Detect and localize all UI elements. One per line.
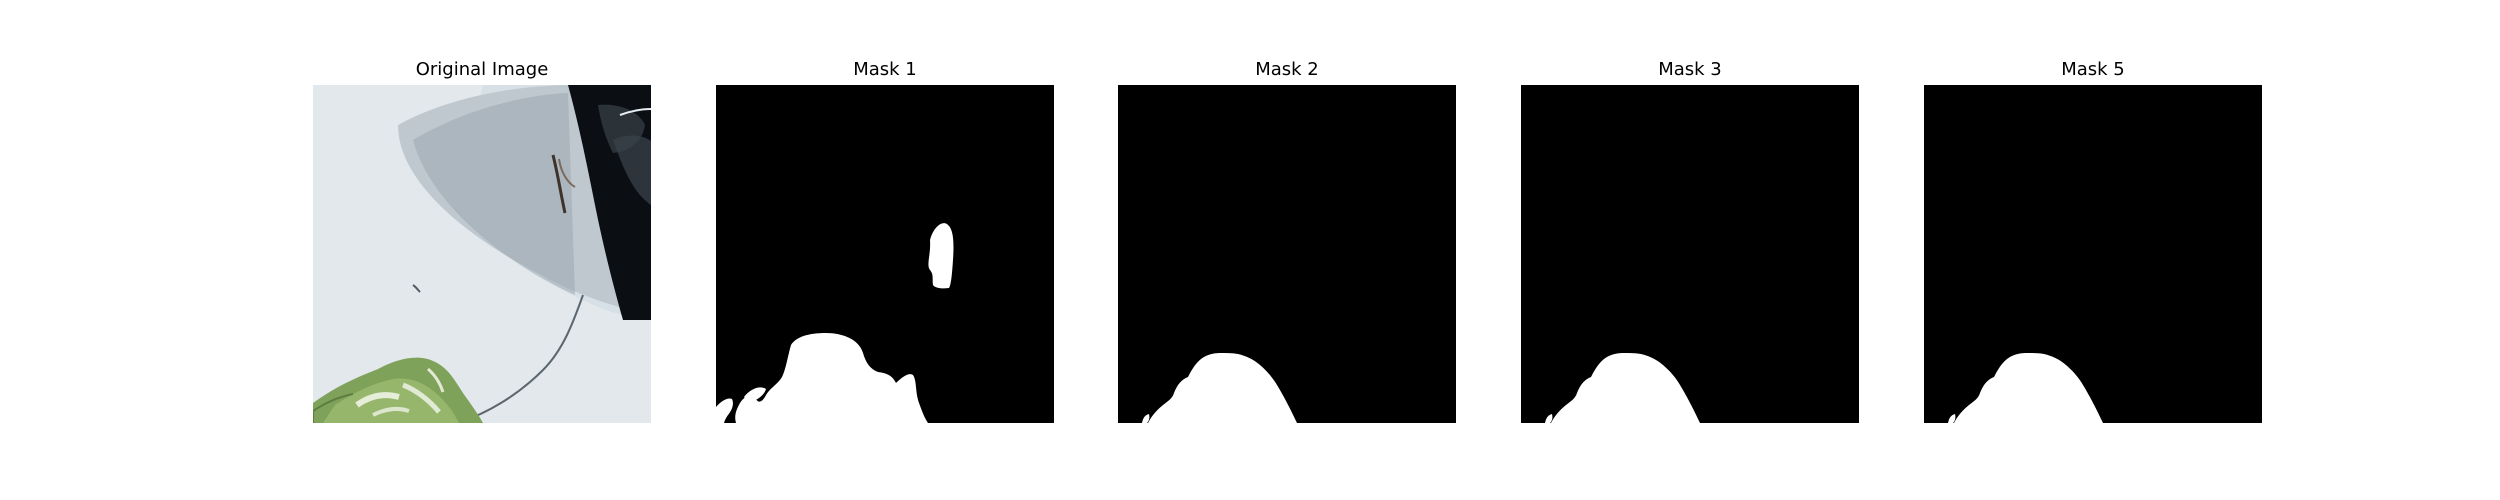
panel-original-image: Original Image [313, 58, 651, 428]
panel-mask-5: Mask 5 [1924, 58, 2262, 428]
mask-2-svg [1118, 85, 1456, 423]
panel-mask-2: Mask 2 [1118, 58, 1456, 428]
mask-image [1924, 85, 2262, 423]
mask-3-svg [1521, 85, 1859, 423]
panel-title: Mask 1 [853, 59, 917, 80]
original-photo-svg [313, 85, 651, 423]
mask-1-svg [716, 85, 1054, 423]
mask-image [1118, 85, 1456, 423]
panel-mask-3: Mask 3 [1521, 58, 1859, 428]
panel-title: Mask 5 [2061, 59, 2125, 80]
mask-image [716, 85, 1054, 423]
panel-title: Mask 2 [1255, 59, 1319, 80]
panel-title: Original Image [415, 59, 549, 80]
mask-image [1521, 85, 1859, 423]
panel-mask-1: Mask 1 [716, 58, 1054, 428]
panel-title: Mask 3 [1658, 59, 1722, 80]
mask-5-svg [1924, 85, 2262, 423]
original-photo [313, 85, 651, 423]
